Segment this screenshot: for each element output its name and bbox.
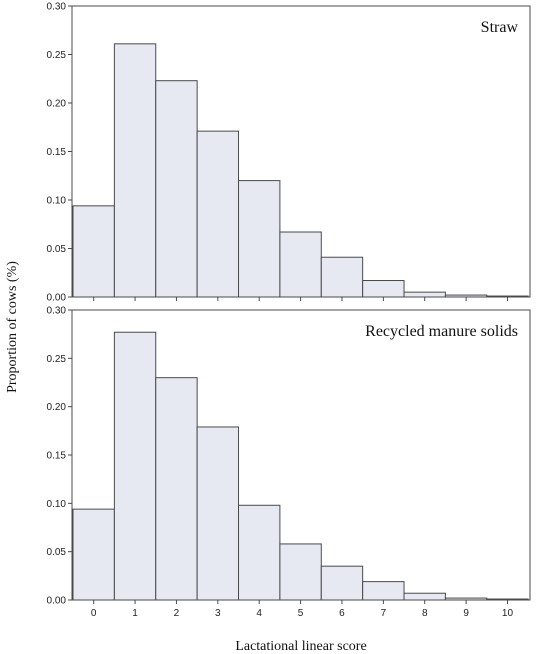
bar-4 bbox=[238, 180, 281, 298]
y-tick-label: 0.00 bbox=[47, 596, 67, 607]
bar-1 bbox=[113, 331, 157, 601]
bar-8 bbox=[403, 291, 446, 298]
x-tick-label: 4 bbox=[256, 608, 262, 619]
panel-title: Recycled manure solids bbox=[365, 323, 518, 340]
y-tick-label: 0.10 bbox=[47, 499, 67, 510]
bar-2 bbox=[155, 377, 198, 601]
y-tick-label: 0.05 bbox=[47, 244, 67, 255]
bar-5 bbox=[279, 543, 322, 601]
bar-3 bbox=[196, 426, 240, 601]
x-tick-label: 8 bbox=[422, 608, 428, 619]
x-tick-label: 2 bbox=[174, 608, 180, 619]
y-tick-label: 0.15 bbox=[47, 147, 67, 158]
y-tick-label: 0.00 bbox=[47, 293, 67, 304]
panel-2: 0.00 0.05 0.10 0.15 0.20 0.25 0.30 0 1 2 3 4 5 6 7 8 9 10… bbox=[47, 306, 531, 619]
y-tick-label: 0.15 bbox=[47, 451, 67, 462]
x-tick-label: 9 bbox=[463, 608, 469, 619]
x-tick-label: 5 bbox=[298, 608, 304, 619]
bar-0 bbox=[72, 205, 115, 298]
bar-4 bbox=[238, 504, 281, 601]
bar-5 bbox=[279, 231, 322, 298]
bar-1 bbox=[113, 43, 157, 298]
bar-2 bbox=[155, 80, 198, 298]
y-axis-title: Proportion of cows (%) bbox=[5, 261, 20, 393]
x-tick-label: 3 bbox=[215, 608, 221, 619]
bar-3 bbox=[196, 130, 240, 298]
panels-layer: 0.000.050.100.150.200.250.30Straw0.000.0… bbox=[47, 2, 531, 619]
bar-6 bbox=[320, 565, 364, 601]
x-tick-label: 6 bbox=[339, 608, 345, 619]
y-tick-label: 0.25 bbox=[47, 354, 67, 365]
x-tick-label: 7 bbox=[381, 608, 387, 619]
bar-6 bbox=[320, 256, 364, 298]
x-tick-label: 10 bbox=[502, 608, 514, 619]
y-tick-label: 0.10 bbox=[47, 196, 67, 207]
y-tick-label: 0.30 bbox=[47, 306, 67, 317]
panel-1: 0.00 0.05 0.10 0.15 0.20 0.25 0.30 Straw bbox=[47, 2, 531, 304]
panel-title: Straw bbox=[481, 19, 519, 36]
y-tick-label: 0.25 bbox=[47, 50, 67, 61]
y-tick-label: 0.30 bbox=[47, 2, 67, 13]
x-axis-title: Lactational linear score bbox=[235, 639, 366, 654]
bar-7 bbox=[362, 581, 405, 601]
x-tick-label: 0 bbox=[91, 608, 97, 619]
y-tick-label: 0.20 bbox=[47, 402, 67, 413]
bar-0 bbox=[72, 508, 115, 601]
y-tick-label: 0.20 bbox=[47, 99, 67, 110]
bar-8 bbox=[403, 592, 446, 601]
bar-7 bbox=[362, 280, 405, 298]
x-tick-label: 1 bbox=[132, 608, 138, 619]
y-tick-label: 0.05 bbox=[47, 547, 67, 558]
